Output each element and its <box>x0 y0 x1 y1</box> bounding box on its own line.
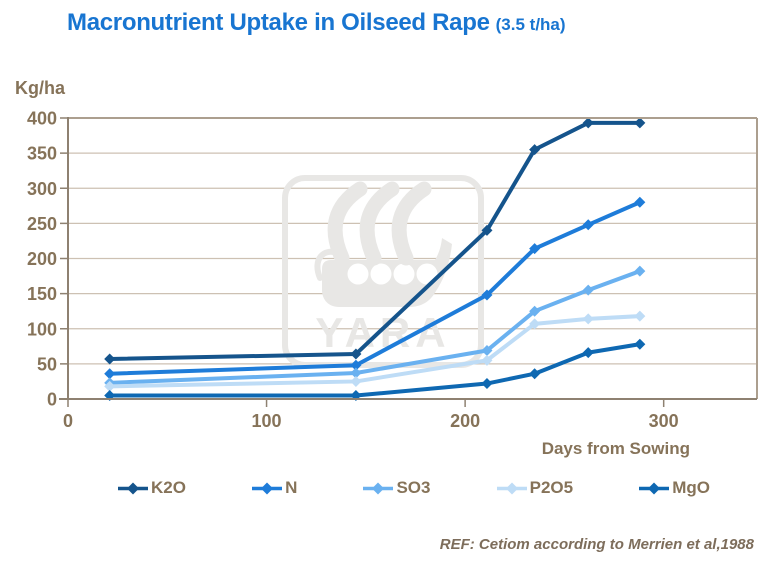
legend-marker-K2O <box>118 482 148 494</box>
chart-title-unit: (3.5 t/ha) <box>495 15 566 34</box>
data-point-N-day288 <box>634 196 646 208</box>
data-point-K2O-day288 <box>634 117 646 129</box>
legend-label-P2O5: P2O5 <box>529 478 574 497</box>
legend-diamond-icon <box>261 482 274 494</box>
y-tick-label-250: 250 <box>27 214 57 234</box>
y-tick-label-100: 100 <box>27 319 57 339</box>
data-point-P2O5-day235 <box>529 318 541 330</box>
data-point-P2O5-day288 <box>634 310 646 322</box>
data-point-SO3-day288 <box>634 265 646 277</box>
data-point-MgO-day262 <box>582 347 594 359</box>
x-tick-label-300: 300 <box>649 411 679 431</box>
x-tick-label-100: 100 <box>252 411 282 431</box>
y-tick-label-400: 400 <box>27 109 57 129</box>
data-point-K2O-day262 <box>582 117 594 129</box>
legend-marker-SO3 <box>363 482 394 494</box>
legend-item-SO3: SO3 <box>363 478 431 498</box>
chart-title: Macronutrient Uptake in Oilseed Rape (3.5… <box>67 9 566 37</box>
legend-diamond-icon <box>127 482 139 494</box>
axes-layer: 0 50 100 150 200 250 300 350 400 0 100 200 300 <box>27 109 758 431</box>
data-point-P2O5-day145 <box>350 375 362 387</box>
data-point-K2O-day145 <box>350 348 362 360</box>
data-point-K2O-day21 <box>104 353 116 365</box>
data-point-SO3-day145 <box>350 367 362 379</box>
legend-diamond-icon <box>505 482 518 494</box>
data-point-MgO-day288 <box>634 338 646 350</box>
legend-diamond-icon <box>372 482 385 494</box>
data-point-P2O5-day262 <box>582 313 594 325</box>
series-K2O <box>104 117 646 365</box>
y-tick-label-200: 200 <box>27 249 57 269</box>
y-tick-label-300: 300 <box>27 179 57 199</box>
series-line-P2O5 <box>107 314 642 389</box>
y-tick-label-50: 50 <box>37 354 57 374</box>
legend-label-SO3: SO3 <box>396 478 431 497</box>
legend-marker-N <box>252 482 283 494</box>
chart-legend: K2O N SO3 P2O5 MgO <box>118 476 710 500</box>
series-line-N <box>107 200 642 376</box>
series-line-K2O <box>107 120 642 361</box>
data-point-P2O5-day21 <box>104 380 116 392</box>
data-point-SO3-day262 <box>582 284 594 296</box>
legend-label-MgO: MgO <box>672 478 710 497</box>
data-point-P2O5-day211 <box>481 354 493 366</box>
x-tick-label-200: 200 <box>450 411 480 431</box>
legend-item-N: N <box>252 478 297 498</box>
data-point-N-day262 <box>582 219 594 231</box>
data-point-N-day211 <box>481 289 493 301</box>
data-point-K2O-day211 <box>481 224 493 236</box>
data-point-N-day21 <box>104 368 116 380</box>
watermark-frame <box>282 175 484 368</box>
series-P2O5 <box>104 310 646 392</box>
legend-item-K2O: K2O <box>118 478 186 498</box>
x-tick-label-0: 0 <box>63 411 73 431</box>
yara-watermark-logo: YARA <box>282 175 484 368</box>
y-tick-label-150: 150 <box>27 284 57 304</box>
uptake-line-chart: YARA 0 50 100 150 200 250 300 350 400 0 100 200 300 <box>27 109 758 431</box>
series-N <box>104 196 646 380</box>
series-line-SO3 <box>107 269 642 385</box>
viking-ship-icon <box>314 181 452 307</box>
data-point-N-day235 <box>529 243 541 255</box>
legend-item-P2O5: P2O5 <box>496 478 574 498</box>
data-point-N-day145 <box>350 359 362 371</box>
data-point-MgO-day211 <box>481 378 493 390</box>
legend-marker-MgO <box>639 482 670 494</box>
data-point-SO3-day211 <box>481 345 493 357</box>
y-tick-label-0: 0 <box>47 390 57 410</box>
data-point-SO3-day235 <box>529 305 541 317</box>
legend-label-K2O: K2O <box>151 478 186 497</box>
chart-title-main: Macronutrient Uptake in Oilseed Rape <box>67 9 490 36</box>
legend-marker-P2O5 <box>496 482 527 494</box>
y-axis-title: Kg/ha <box>15 78 66 98</box>
data-point-MgO-day235 <box>529 368 541 380</box>
reference-text: REF: Cetiom according to Merrien et al,1… <box>439 536 754 553</box>
legend-label-N: N <box>285 478 298 497</box>
y-tick-label-350: 350 <box>27 144 57 164</box>
series-layer <box>104 117 646 401</box>
legend-diamond-icon <box>648 482 661 494</box>
legend-item-MgO: MgO <box>639 478 710 498</box>
data-point-K2O-day235 <box>529 144 541 156</box>
series-line-MgO <box>107 342 642 398</box>
x-axis-title: Days from Sowing <box>541 439 690 458</box>
